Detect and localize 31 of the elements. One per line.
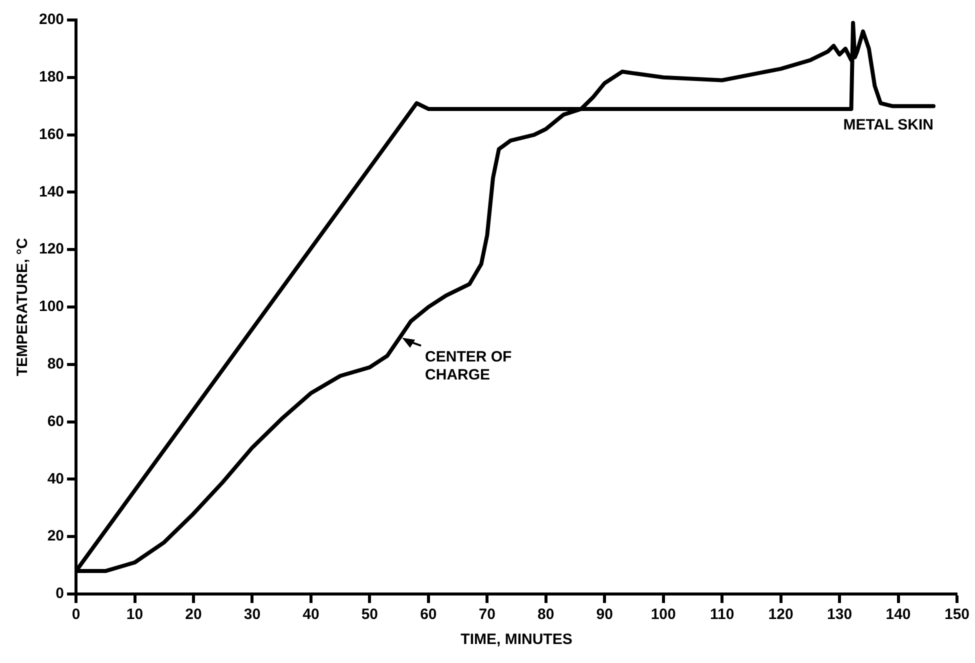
x-tick-label: 120 bbox=[768, 606, 794, 624]
x-tick-label: 0 bbox=[72, 606, 80, 624]
x-tick-label: 50 bbox=[361, 606, 378, 624]
x-tick-label: 110 bbox=[710, 606, 734, 624]
y-tick-label: 40 bbox=[47, 470, 64, 488]
y-tick-label: 60 bbox=[47, 412, 64, 430]
y-tick-label: 200 bbox=[38, 11, 64, 28]
x-tick-label: 10 bbox=[126, 606, 144, 624]
y-tick-label: 120 bbox=[38, 240, 64, 258]
y-tick-label: 0 bbox=[56, 585, 64, 602]
y-tick-label: 20 bbox=[47, 528, 64, 545]
series-label: METAL SKIN bbox=[843, 116, 934, 134]
x-axis-title: TIME, MINUTES bbox=[460, 631, 572, 648]
x-tick-label: 80 bbox=[538, 606, 554, 624]
x-tick-label: 130 bbox=[827, 606, 852, 624]
y-tick-label: 80 bbox=[47, 356, 64, 373]
y-tick-label: 140 bbox=[38, 183, 64, 200]
x-tick-label: 140 bbox=[886, 606, 911, 624]
x-tick-label: 40 bbox=[302, 606, 320, 624]
y-tick-label: 180 bbox=[38, 68, 64, 86]
x-tick-label: 60 bbox=[420, 606, 437, 624]
x-tick-label: 70 bbox=[478, 606, 496, 624]
x-tick-label: 20 bbox=[185, 606, 202, 624]
x-tick-label: 150 bbox=[944, 606, 970, 624]
y-axis-title: TEMPERATURE, °C bbox=[14, 238, 32, 376]
x-tick-label: 100 bbox=[650, 606, 676, 624]
x-tick-label: 90 bbox=[596, 606, 613, 624]
y-tick-label: 160 bbox=[38, 126, 64, 143]
y-tick-label: 100 bbox=[38, 298, 64, 316]
annotation: CENTER OF CHARGE bbox=[425, 348, 512, 384]
x-tick-label: 30 bbox=[244, 606, 261, 624]
